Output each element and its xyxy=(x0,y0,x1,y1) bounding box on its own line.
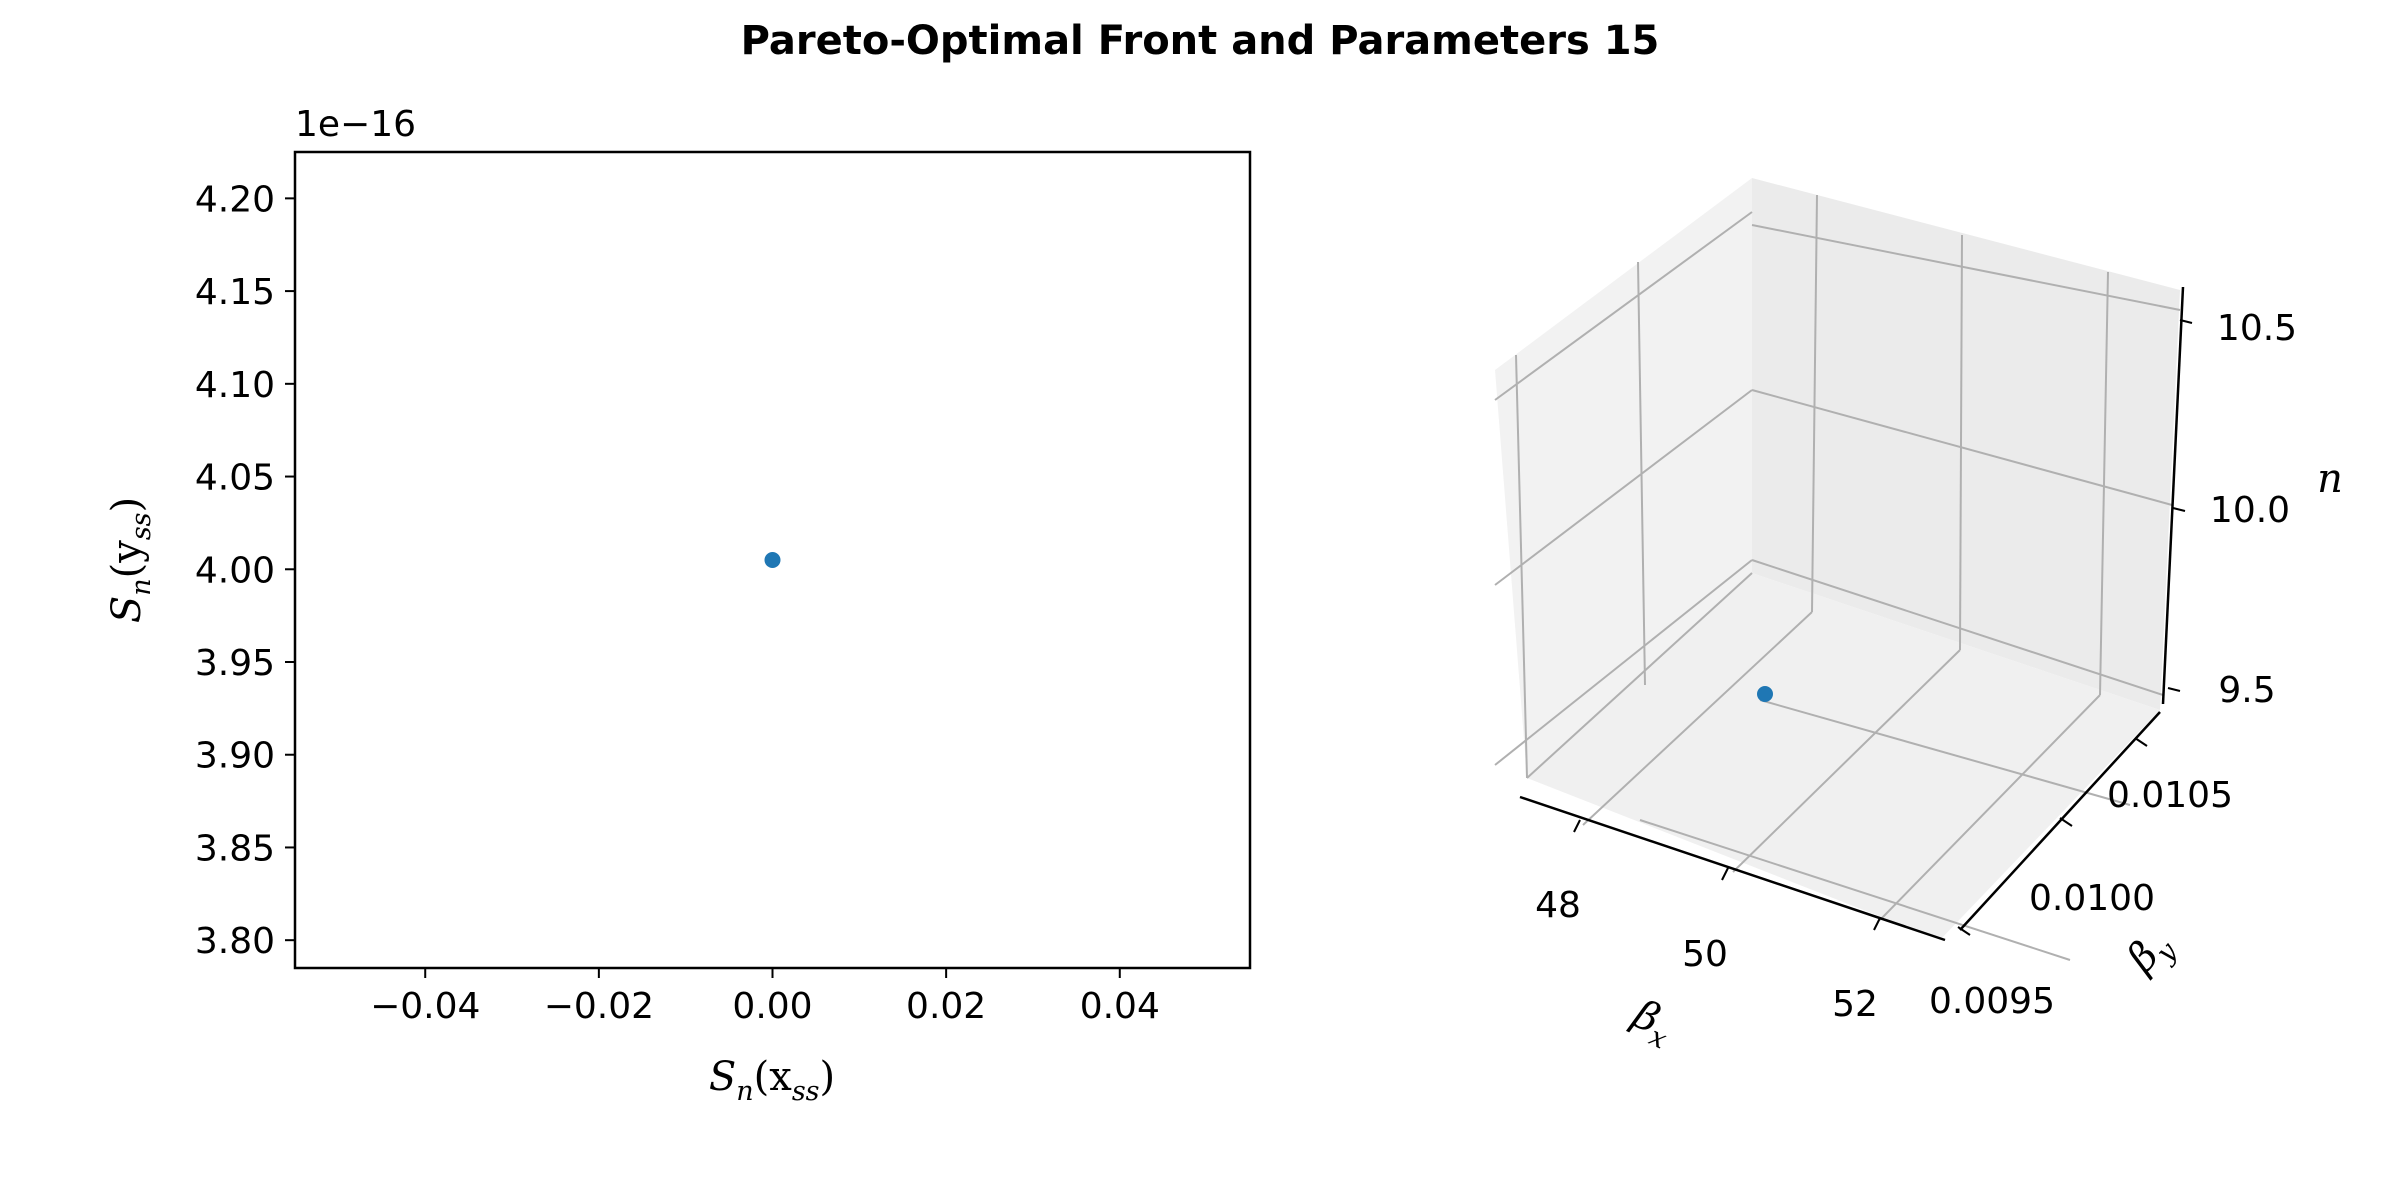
z-axis-line-3d xyxy=(2161,286,2185,705)
grid-3d xyxy=(1494,194,2181,961)
left-pane xyxy=(1495,178,1752,778)
floor-grid-y xyxy=(1639,819,2071,961)
y-tick-label: 4.00 xyxy=(195,550,275,591)
y-offset-text: 1e−16 xyxy=(295,104,416,145)
floor-grid-y xyxy=(1759,699,2131,806)
y-axis-label-2d: Sn(yss) xyxy=(104,497,157,623)
x-tick-mark-3d xyxy=(1721,867,1729,881)
y-axis-line-3d xyxy=(1959,711,2161,931)
x-tick-mark-3d xyxy=(1873,917,1881,931)
y-tick-mark-3d xyxy=(2134,737,2148,747)
data-point xyxy=(764,552,781,568)
x-tick-label-3d: 50 xyxy=(1682,934,1728,975)
x-tick-label: 0.02 xyxy=(906,986,986,1027)
left-grid-z xyxy=(1494,389,1753,586)
y-tick-label-3d: 0.0100 xyxy=(2029,878,2155,919)
left-grid-z xyxy=(1494,211,1753,401)
back-grid-x xyxy=(1959,234,1963,651)
y-tick-label: 4.05 xyxy=(195,458,275,499)
floor-pane xyxy=(1527,573,2160,940)
y-tick-label: 3.90 xyxy=(195,736,275,777)
z-tick-label-3d: 9.5 xyxy=(2218,670,2275,711)
z-tick-mark-3d xyxy=(2179,319,2193,324)
y-tick-label: 4.15 xyxy=(195,272,275,313)
back-grid-z xyxy=(1751,559,2164,696)
x-tick-label: −0.02 xyxy=(544,986,654,1027)
x-tick-label-3d: 52 xyxy=(1832,984,1878,1025)
x-ticks-2d: −0.04 −0.02 0.00 0.02 0.04 xyxy=(370,968,1160,1027)
back-grid-x xyxy=(2099,271,2109,696)
back-grid-z xyxy=(1751,224,2181,311)
x-tick-label: 0.04 xyxy=(1080,986,1160,1027)
z-tick-mark-3d xyxy=(2172,507,2186,512)
y-tick-mark-3d xyxy=(2059,817,2073,827)
left-grid-z xyxy=(1494,559,1753,766)
z-tick-mark-3d xyxy=(2167,687,2181,692)
z-tick-label-3d: 10.5 xyxy=(2217,308,2297,349)
y-ticks-2d: 3.80 3.85 3.90 3.95 4.00 4.05 4.10 4.15 4.20 xyxy=(195,179,295,962)
x-tick-label-3d: 48 xyxy=(1535,885,1581,926)
back-pane xyxy=(1752,178,2180,710)
left-grid-y xyxy=(1515,354,1528,779)
z-axis-label-3d: n xyxy=(2317,456,2343,502)
y-tick-label-3d: 0.0095 xyxy=(1929,981,2055,1022)
z-tick-label-3d: 10.0 xyxy=(2210,490,2290,531)
data-point-3d xyxy=(1757,686,1773,702)
floor-grid-x xyxy=(1879,694,2101,921)
ticks-3d: 48 50 52 0.0095 0.0100 0.0105 9.5 10.0 10.5 xyxy=(1535,308,2297,1025)
floor-grid-edge xyxy=(1526,572,1753,779)
points-3d xyxy=(1757,686,1773,702)
x-tick-mark-3d xyxy=(1573,819,1581,833)
x-tick-label: 0.00 xyxy=(732,986,812,1027)
y-tick-label: 4.20 xyxy=(195,179,275,220)
figure-title: Pareto-Optimal Front and Parameters 15 xyxy=(741,18,1660,64)
points-2d xyxy=(764,552,781,568)
pareto-front-panel: −0.04 −0.02 0.00 0.02 0.04 3.80 3.85 3.90 3.95 4… xyxy=(104,104,1252,1107)
y-tick-mark-3d xyxy=(1957,926,1971,936)
y-axis-label-2d-group: Sn(yss) xyxy=(104,497,157,623)
floor-grid-x xyxy=(1582,611,1813,826)
x-axis-label-2d: Sn(xss) xyxy=(709,1054,835,1107)
y-tick-label: 3.85 xyxy=(195,828,275,869)
back-grid-z xyxy=(1751,389,2173,506)
y-tick-label-3d: 0.0105 xyxy=(2107,775,2233,816)
x-tick-label: −0.04 xyxy=(370,986,480,1027)
y-tick-label: 3.80 xyxy=(195,921,275,962)
y-tick-label: 3.95 xyxy=(195,643,275,684)
back-grid-x xyxy=(1811,194,1818,613)
y-tick-label: 4.10 xyxy=(195,365,275,406)
left-grid-y xyxy=(1637,261,1646,686)
floor-grid-x xyxy=(1732,649,1961,873)
x-axis-line-3d xyxy=(1519,795,1946,942)
